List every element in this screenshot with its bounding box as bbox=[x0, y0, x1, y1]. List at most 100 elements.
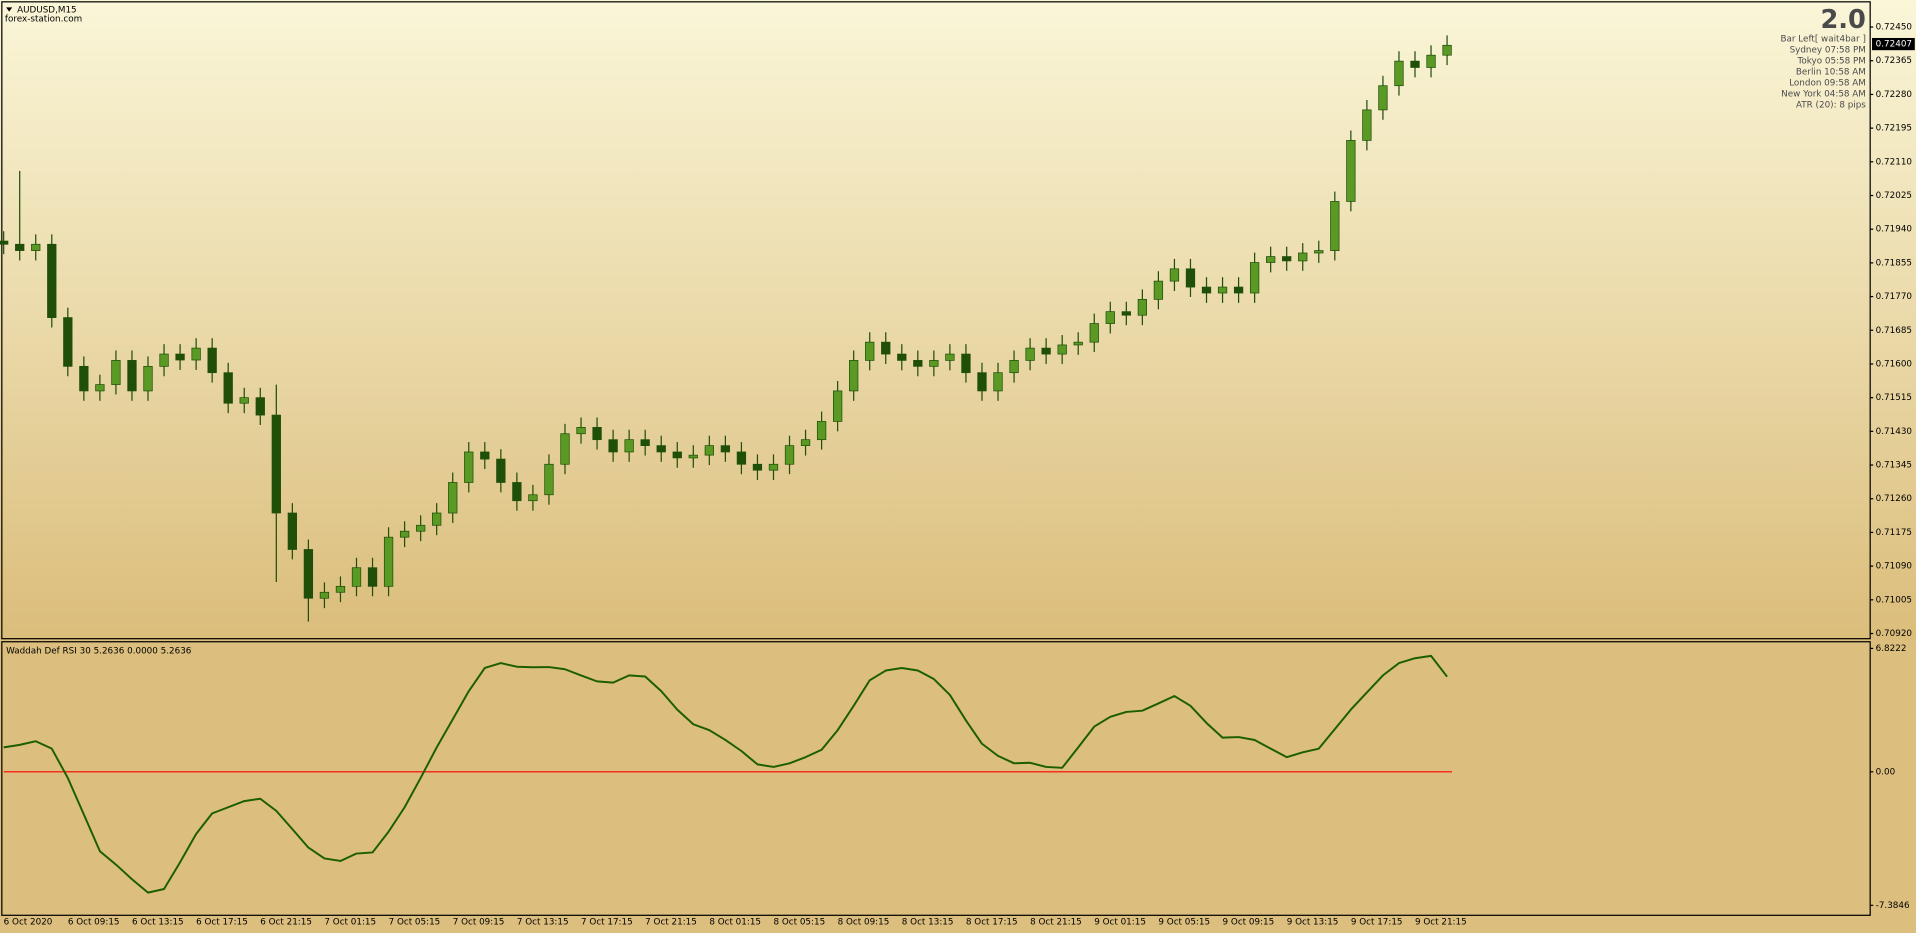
candle-body bbox=[191, 347, 201, 361]
site-label: forex-station.com bbox=[5, 14, 82, 24]
y-tick-label: 0.71005 bbox=[1876, 595, 1912, 605]
candle-body bbox=[47, 243, 57, 318]
candle-body bbox=[287, 512, 297, 550]
info-line: Sydney 07:58 PM bbox=[1790, 46, 1866, 56]
x-tick-label: 9 Oct 05:15 bbox=[1158, 918, 1210, 928]
candle-body bbox=[1249, 262, 1260, 294]
candle-body bbox=[1185, 268, 1196, 288]
y-tick-label: 0.72280 bbox=[1876, 90, 1912, 100]
x-tick-label: 8 Oct 01:15 bbox=[709, 918, 761, 928]
candle-body bbox=[608, 439, 618, 453]
candle-body bbox=[1442, 44, 1452, 56]
x-tick-label: 6 Oct 21:15 bbox=[260, 918, 312, 928]
candle-body bbox=[528, 494, 538, 502]
candle-body bbox=[480, 451, 490, 460]
candle-body bbox=[1105, 311, 1115, 324]
y-tick-label: 0.71770 bbox=[1876, 292, 1912, 302]
x-tick-label: 8 Oct 17:15 bbox=[966, 918, 1018, 928]
x-tick-label: 8 Oct 05:15 bbox=[773, 918, 825, 928]
candle-body bbox=[784, 445, 795, 465]
candle-body bbox=[961, 353, 971, 374]
candle-body bbox=[159, 353, 169, 367]
candle-body bbox=[672, 451, 682, 459]
candle-body bbox=[704, 445, 714, 456]
candle-body bbox=[1394, 60, 1404, 87]
x-tick-label: 8 Oct 09:15 bbox=[838, 918, 890, 928]
indicator-title: Waddah Def RSI 30 5.2636 0.0000 5.2636 bbox=[6, 646, 192, 656]
candle-body bbox=[1233, 286, 1244, 294]
price-background bbox=[0, 0, 1916, 640]
candle-body bbox=[31, 243, 41, 251]
symbol-label: AUDUSD,M15 bbox=[17, 5, 77, 15]
candle-body bbox=[752, 463, 763, 471]
candle-body bbox=[143, 365, 153, 392]
candle-body bbox=[768, 463, 779, 471]
y-tick-label: 0.71175 bbox=[1876, 528, 1912, 538]
version-label: 2.0 bbox=[1820, 5, 1865, 35]
info-line: Bar Left[ wait4bar ] bbox=[1780, 35, 1865, 45]
candle-body bbox=[496, 458, 506, 483]
y-tick-label: 0.72025 bbox=[1876, 191, 1912, 201]
candle-body bbox=[720, 445, 731, 453]
candle-body bbox=[1378, 85, 1388, 111]
y-tick-label: 0.71090 bbox=[1876, 562, 1912, 572]
x-tick-label: 7 Oct 01:15 bbox=[324, 918, 376, 928]
candle-body bbox=[1009, 360, 1019, 374]
y-tick-label: 0.71430 bbox=[1876, 427, 1912, 437]
y-tick-label: 0.72110 bbox=[1876, 157, 1912, 167]
x-tick-label: 6 Oct 13:15 bbox=[132, 918, 184, 928]
candle-body bbox=[849, 360, 859, 392]
candle-body bbox=[1426, 54, 1436, 68]
candle-body bbox=[255, 397, 265, 416]
candle-body bbox=[897, 353, 907, 361]
price-frame bbox=[1, 1, 1871, 640]
candle-body bbox=[111, 360, 121, 385]
candle-body bbox=[223, 372, 233, 404]
candle-body bbox=[544, 463, 554, 496]
y-tick-label: 6.8222 bbox=[1876, 644, 1907, 654]
candle-body bbox=[1169, 268, 1180, 282]
candle-body bbox=[95, 384, 105, 392]
candle-body bbox=[1201, 286, 1212, 294]
candle-body bbox=[239, 397, 249, 404]
candle-body bbox=[1266, 256, 1276, 263]
y-tick-label: 0.71855 bbox=[1876, 258, 1912, 268]
candle-body bbox=[79, 365, 89, 392]
candle-body bbox=[1217, 286, 1228, 294]
x-tick-label: 7 Oct 21:15 bbox=[645, 918, 697, 928]
candle-body bbox=[1089, 323, 1099, 343]
info-line: Tokyo 05:58 PM bbox=[1797, 57, 1866, 67]
candle-body bbox=[592, 427, 602, 441]
x-tick-label: 7 Oct 17:15 bbox=[581, 918, 633, 928]
candle-body bbox=[560, 433, 570, 465]
candle-body bbox=[656, 445, 666, 453]
candle-body bbox=[1121, 311, 1131, 316]
x-tick-label: 6 Oct 2020 bbox=[4, 918, 53, 928]
candle-body bbox=[993, 372, 1003, 392]
candle-body bbox=[367, 567, 378, 587]
y-tick-label: 0.71260 bbox=[1876, 494, 1912, 504]
candle-body bbox=[1330, 201, 1340, 251]
current-price-box bbox=[1872, 37, 1915, 51]
candle-body bbox=[1298, 252, 1308, 262]
candle-body bbox=[63, 317, 73, 367]
menu-arrow[interactable] bbox=[6, 7, 13, 12]
y-tick-label: 0.71685 bbox=[1876, 326, 1912, 336]
candle-body bbox=[624, 439, 634, 453]
candle-body bbox=[1057, 344, 1067, 355]
candle-body bbox=[271, 414, 281, 514]
candle-body bbox=[399, 530, 410, 538]
x-tick-label: 9 Oct 01:15 bbox=[1094, 918, 1146, 928]
indicator-background bbox=[0, 639, 1916, 933]
info-line: New York 04:58 AM bbox=[1781, 90, 1866, 100]
x-tick-label: 6 Oct 09:15 bbox=[68, 918, 120, 928]
indicator-line bbox=[3, 654, 1448, 894]
y-tick-label: 0.72450 bbox=[1876, 23, 1912, 33]
info-line: Berlin 10:58 AM bbox=[1796, 68, 1866, 78]
candle-body bbox=[416, 524, 426, 532]
candle-body bbox=[800, 439, 811, 446]
candle-body bbox=[1282, 256, 1292, 262]
x-tick-label: 7 Oct 13:15 bbox=[517, 918, 569, 928]
